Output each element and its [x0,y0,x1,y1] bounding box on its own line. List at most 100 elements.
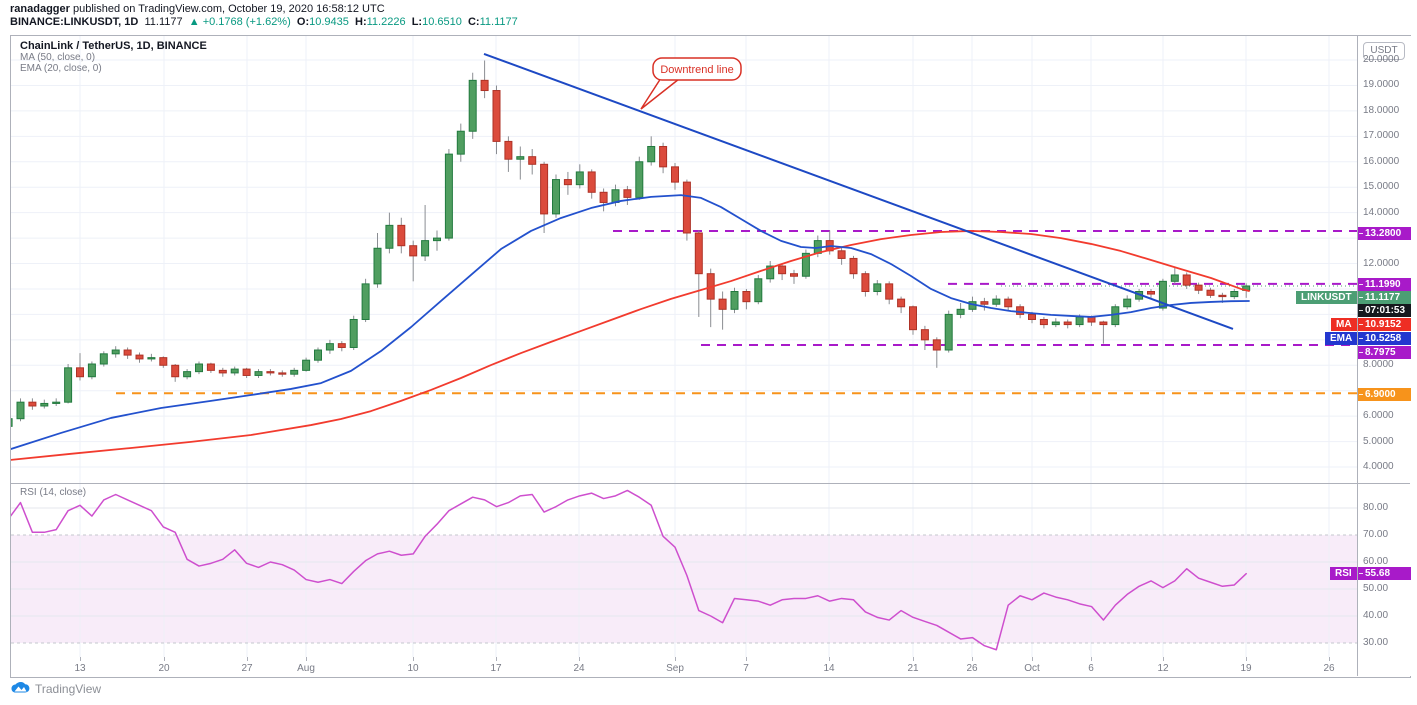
candle-up [254,371,263,376]
candle-up [195,363,203,373]
candle-up [766,265,775,280]
candle-down [920,329,929,341]
time-tick-mark [496,657,497,661]
candle-up [87,363,96,378]
last-price: 11.1177 [144,16,183,28]
ema20-line [11,194,1250,450]
time-tick-mark [972,657,973,661]
candle-down [897,298,906,308]
time-tick-mark [579,657,580,661]
time-tick-mark [1329,657,1330,661]
symbol-info-bar: BINANCE:LINKUSDT, 1D 11.1177 ▲ +0.1768 (… [10,16,518,29]
candle-down [159,357,168,366]
time-tick-mark [1091,657,1092,661]
time-tick-label: 12 [1157,663,1169,674]
candle-up [302,359,311,371]
price-tick-label: 17.0000 [1363,130,1400,142]
candle-down [932,339,941,351]
series-label-badge: RSI [1330,567,1357,580]
candle-down [1028,313,1036,320]
rsi-line [11,489,1247,651]
tradingview-branding[interactable]: TradingView [11,682,101,696]
axis-value-badge: 11.1177 [1358,291,1411,304]
price-tick-label: 19.0000 [1363,79,1400,91]
candle-down [671,166,679,183]
time-tick-label: 26 [966,663,978,674]
ema-legend: EMA (20, close, 0) [20,63,102,74]
close-label: C: [467,16,480,28]
author-name: ranadagger [10,3,70,15]
candle-down [397,224,406,247]
candle-down [266,371,275,374]
tradingview-brand-text: TradingView [35,682,102,696]
up-arrow-icon: ▲ [188,16,200,28]
candle-down [123,349,132,356]
candle-up [421,240,430,257]
candle-down [218,369,227,374]
time-tick-mark [306,657,307,661]
axis-value-badge: 55.68 [1358,567,1411,580]
candle-up [552,179,560,215]
series-label-badge: EMA [1325,332,1358,345]
rsi-tick-label: 70.00 [1363,529,1389,540]
candle-down [242,368,251,376]
time-tick-label: 10 [407,663,419,674]
downtrend-line[interactable] [483,52,1234,330]
candle-down [587,171,596,193]
axis-value-badge: 10.9152 [1358,318,1411,331]
time-tick-label: 17 [490,663,502,674]
high-label: H: [355,16,367,28]
time-tick-mark [1032,657,1033,661]
candle-down [885,283,894,300]
price-tick-label: 18.0000 [1363,104,1400,116]
candle-down [1218,294,1227,298]
candle-down [1147,291,1155,295]
candle-down [682,181,691,234]
time-tick-mark [746,657,747,661]
candle-down [1099,321,1108,326]
open-value: 10.9435 [309,16,349,28]
price-axis[interactable]: USDT 20.0000 19.0000 18.0000 17.0000 16.0000… [1357,36,1411,657]
rsi-legend-box: RSI (14, close) [20,487,86,498]
candle-up [575,171,584,186]
time-tick-label: Aug [297,663,315,674]
price-chart-canvas[interactable]: Downtrend line [11,36,1357,657]
candle-down [1039,318,1048,326]
time-tick-mark [1246,657,1247,661]
time-tick-label: 21 [907,663,919,674]
candle-down [694,232,703,275]
callout-bubble[interactable] [652,57,742,81]
axis-value-badge: 8.7975 [1358,346,1411,359]
series-label-badge: LINKUSDT [1296,291,1357,304]
candle-up [873,283,882,293]
candle-down [278,372,287,375]
time-axis[interactable]: 13 20 27 Aug 10 17 24 Sep 7 14 21 26 Oct 6 12 19 26 [11,657,1357,676]
candle-up [111,349,120,355]
price-tick-label: 12.0000 [1363,257,1400,269]
candle-down [171,364,180,378]
rsi-tick-label: 60.00 [1363,556,1389,567]
candle-up [52,401,61,404]
price-tick-label: 5.0000 [1363,435,1394,447]
candle-down [861,273,870,293]
callout-label: Downtrend line [660,64,733,76]
time-tick-mark [164,657,165,661]
currency-toggle-button[interactable]: USDT [1363,42,1405,60]
price-tick-label: 16.0000 [1363,155,1400,167]
candle-down [563,179,572,186]
candle-down [1194,284,1203,291]
time-tick-label: 6 [1088,663,1094,674]
time-axis-corner [1357,657,1411,676]
candle-down [206,363,215,371]
candle-down [790,273,798,277]
candle-up [456,130,465,155]
candle-up [361,283,370,320]
candle-up [11,418,13,427]
time-tick-mark [1163,657,1164,661]
rsi-tick-label: 30.00 [1363,637,1389,648]
candle-up [16,401,25,420]
panel-separator[interactable] [11,483,1410,484]
time-tick-label: 24 [573,663,585,674]
candle-up [1123,298,1132,308]
